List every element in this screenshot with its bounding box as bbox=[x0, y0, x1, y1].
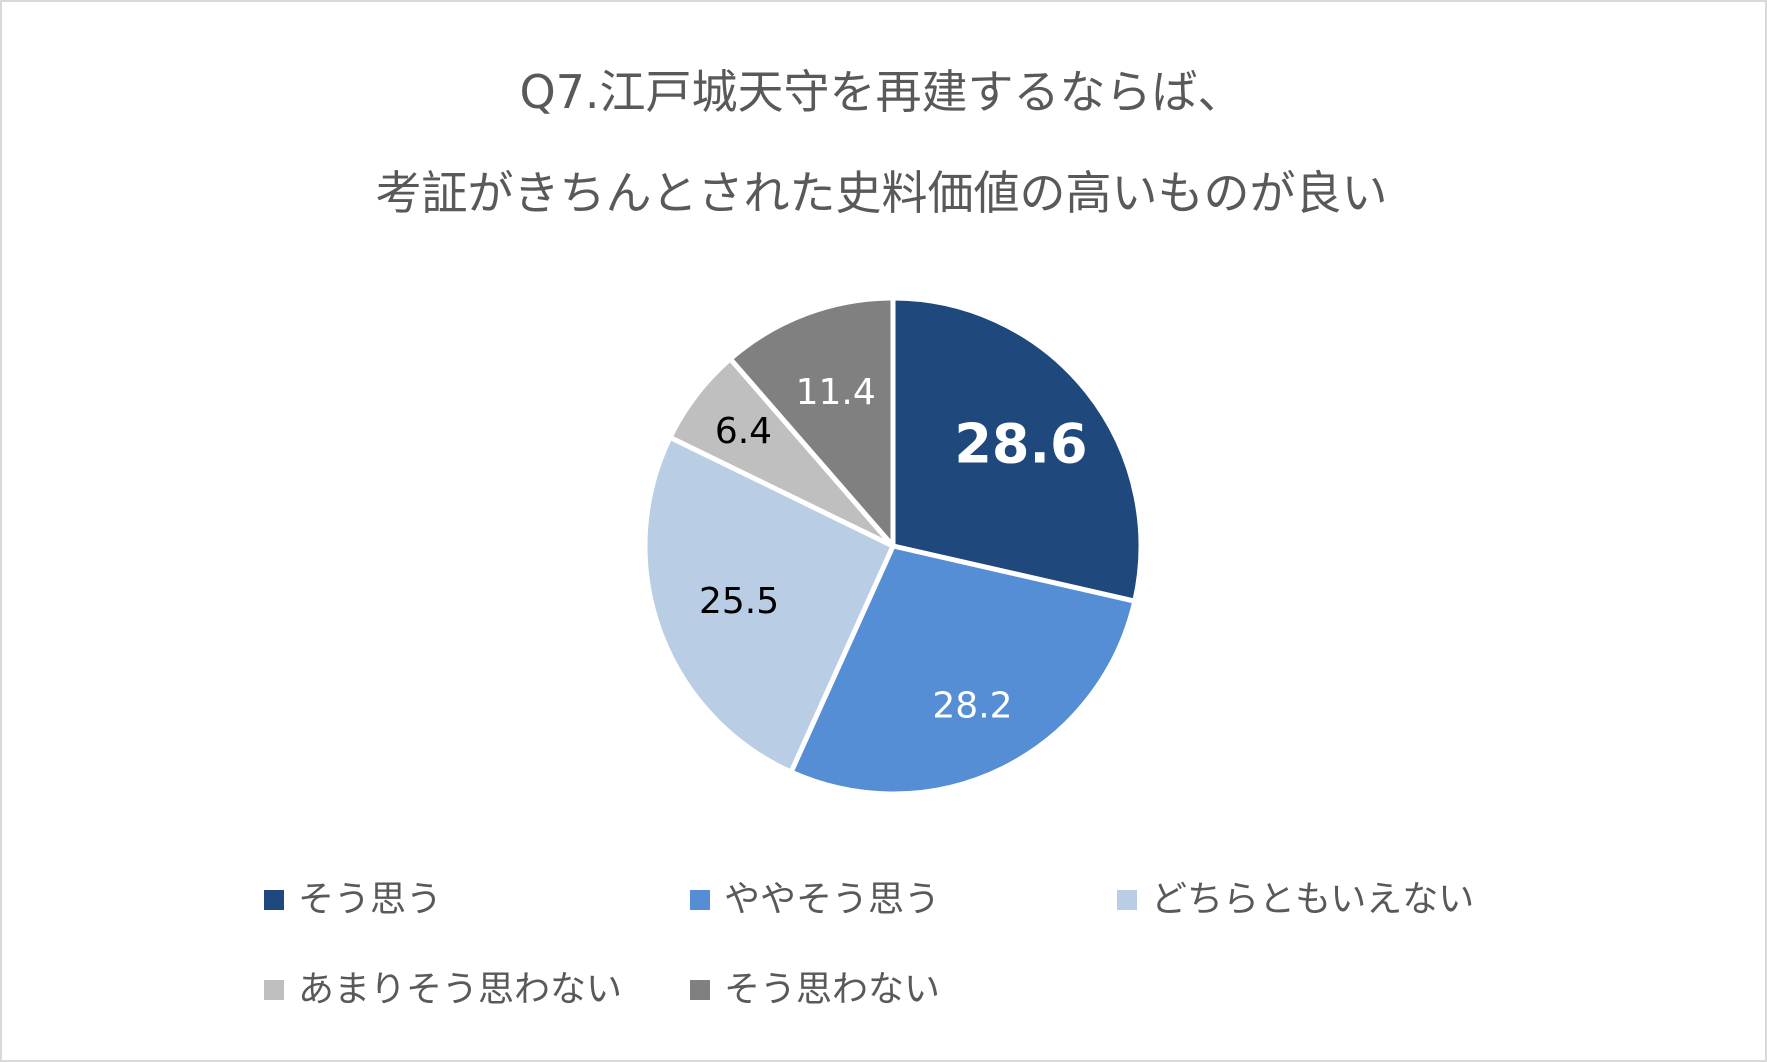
legend-item-amari: あまりそう思わない bbox=[264, 965, 622, 1015]
slice-soushou bbox=[890, 295, 1144, 604]
legend-item-soushouwanai: そう思わない bbox=[690, 965, 940, 1015]
legend-label: あまりそう思わない bbox=[298, 969, 623, 1010]
slice-soushouwanai bbox=[727, 295, 896, 549]
legend-label: ややそう思う bbox=[724, 879, 941, 920]
chart-title-line-2: 考証がきちんとされた史料価値の高いものが良い bbox=[375, 166, 1388, 220]
data-label-amari: 6.4 bbox=[715, 411, 772, 452]
legend-label: そう思わない bbox=[724, 969, 941, 1010]
legend-swatch bbox=[264, 980, 284, 1000]
legend-swatch bbox=[690, 980, 710, 1000]
data-label-soushouwanai: 11.4 bbox=[796, 372, 876, 413]
data-label-dochiratomo: 25.5 bbox=[699, 581, 779, 622]
legend-item-dochiratomo: どちらともいえない bbox=[1117, 875, 1474, 925]
data-label-yaya-soushou: 28.2 bbox=[932, 685, 1012, 726]
legend-label: そう思う bbox=[298, 879, 443, 920]
pie-slices bbox=[642, 295, 1144, 797]
slice-yaya-soushou bbox=[788, 543, 1138, 797]
chart-title-line-1: Q7.江戸城天守を再建するならば、 bbox=[519, 65, 1244, 119]
legend-swatch bbox=[264, 890, 284, 910]
legend-swatch bbox=[1117, 890, 1137, 910]
pie-data-labels: 28.6 28.2 25.5 6.4 11.4 bbox=[699, 372, 1088, 726]
legend-item-yaya-soushou: ややそう思う bbox=[690, 875, 940, 925]
legend-label: どちらともいえない bbox=[1151, 879, 1475, 920]
legend-swatch bbox=[690, 890, 710, 910]
slice-dochiratomo bbox=[642, 434, 896, 775]
data-label-soushou: 28.6 bbox=[954, 412, 1087, 475]
legend-item-soushou: そう思う bbox=[264, 875, 442, 925]
